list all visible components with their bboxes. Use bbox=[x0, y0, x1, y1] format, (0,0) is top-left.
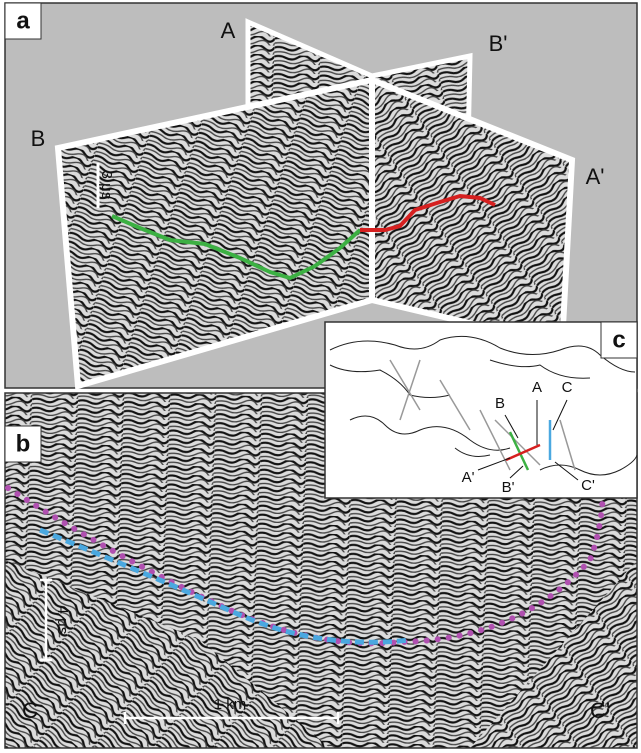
map-label: B bbox=[495, 395, 505, 412]
section-end-label: C bbox=[22, 698, 38, 723]
map-label: B' bbox=[502, 479, 515, 496]
scale-bars bbox=[40, 578, 340, 724]
line-red bbox=[505, 443, 541, 462]
horizon-green bbox=[111, 214, 362, 281]
seismic-dipping bbox=[5, 560, 330, 748]
leaders bbox=[477, 399, 579, 481]
section-label: B bbox=[31, 126, 46, 151]
section-end-label: C' bbox=[590, 698, 610, 723]
horizon-pink bbox=[5, 467, 607, 647]
horizon-blue bbox=[39, 527, 411, 645]
label-box bbox=[4, 425, 42, 463]
section-label: A bbox=[221, 18, 236, 43]
line-green bbox=[508, 431, 530, 471]
map-label: A' bbox=[462, 469, 475, 486]
map-label: A bbox=[532, 379, 542, 396]
panel-b-frame bbox=[4, 392, 638, 749]
panel-label: c bbox=[612, 326, 625, 353]
section-label: A' bbox=[586, 164, 605, 189]
horizon-red bbox=[360, 193, 496, 232]
coastline bbox=[329, 335, 638, 476]
seismic-dipping bbox=[470, 560, 637, 748]
label-box bbox=[4, 2, 42, 40]
section-label: B' bbox=[489, 31, 508, 56]
panel-label: b bbox=[16, 430, 31, 457]
scale-label: 1 km bbox=[214, 696, 247, 713]
map-label: C bbox=[562, 379, 573, 396]
map-label: C' bbox=[581, 477, 595, 494]
label-box bbox=[600, 321, 638, 359]
scale-label: 3 μs bbox=[98, 171, 115, 200]
scale-label: 4 μs bbox=[54, 606, 71, 635]
survey-lines bbox=[389, 359, 576, 471]
panel-label: a bbox=[16, 7, 30, 34]
